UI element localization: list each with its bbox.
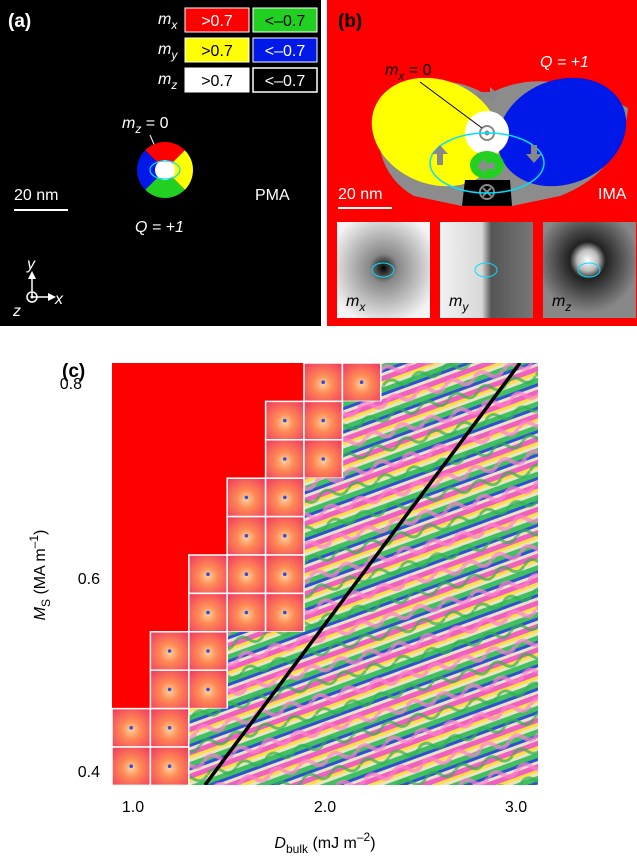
axis-label: x xyxy=(54,291,64,308)
stripe-region xyxy=(304,517,540,556)
stripe-region xyxy=(189,747,540,786)
figure: (a) mx >0.7 <–0.7 my >0.7 <–0.7 mz >0.7 … xyxy=(0,0,637,861)
cell-dot xyxy=(283,572,287,576)
stripe-region xyxy=(227,632,540,671)
cell-dot xyxy=(168,726,172,730)
panel-label: (b) xyxy=(338,11,362,32)
cell-dot xyxy=(321,419,325,423)
cell-dot xyxy=(129,726,133,730)
cell-dot xyxy=(360,380,364,384)
cell-dot xyxy=(245,611,249,615)
cell-dot xyxy=(206,688,210,692)
x-tick-label: 1.0 xyxy=(122,799,144,816)
y-tick-label: 0.4 xyxy=(78,764,100,781)
cell-dot xyxy=(168,688,172,692)
scale-bar-label: 20 nm xyxy=(14,187,58,204)
stripe-region xyxy=(304,593,540,632)
cell-dot xyxy=(245,572,249,576)
cell-dot xyxy=(245,496,249,500)
cell-dot xyxy=(245,534,249,538)
stripe-region xyxy=(189,709,540,748)
stripe-region xyxy=(304,478,540,517)
y-tick-label: 0.8 xyxy=(60,376,82,393)
x-tick-label: 3.0 xyxy=(505,799,527,816)
cell-dot xyxy=(321,380,325,384)
legend-text: <–0.7 xyxy=(265,13,306,30)
cell-dot xyxy=(283,611,287,615)
charge-label: Q = +1 xyxy=(540,54,589,71)
cell-dot xyxy=(206,572,210,576)
cell-dot xyxy=(321,457,325,461)
cell-dot xyxy=(206,611,210,615)
legend-text: >0.7 xyxy=(201,73,233,90)
cell-dot xyxy=(129,764,133,768)
phase-diagram xyxy=(112,363,540,786)
legend-text: <–0.7 xyxy=(265,43,306,60)
legend-text: >0.7 xyxy=(201,13,233,30)
x-axis-label: Dbulk (mJ m–2) xyxy=(274,830,375,856)
stripe-region xyxy=(342,440,540,479)
cell-dot xyxy=(168,649,172,653)
regime-label: IMA xyxy=(598,186,627,203)
y-tick-label: 0.6 xyxy=(78,571,100,588)
cell-dot xyxy=(283,496,287,500)
regime-label: PMA xyxy=(255,187,290,204)
stripe-region xyxy=(304,555,540,594)
x-tick-label: 2.0 xyxy=(314,799,336,816)
scale-bar-label: 20 nm xyxy=(338,186,382,203)
y-axis-label: MS (MA m–1) xyxy=(27,530,53,621)
charge-label: Q = +1 xyxy=(135,219,184,236)
axis-label: y xyxy=(26,256,36,273)
legend-text: <–0.7 xyxy=(265,73,306,90)
cell-dot xyxy=(283,457,287,461)
axis-label: z xyxy=(12,303,21,320)
cell-dot xyxy=(283,419,287,423)
legend-text: >0.7 xyxy=(201,43,233,60)
cell-dot xyxy=(283,534,287,538)
cell-dot xyxy=(206,649,210,653)
cell-dot xyxy=(168,764,172,768)
skyrmion xyxy=(137,142,193,198)
panel-label: (a) xyxy=(8,11,31,32)
stripe-region xyxy=(342,401,540,440)
